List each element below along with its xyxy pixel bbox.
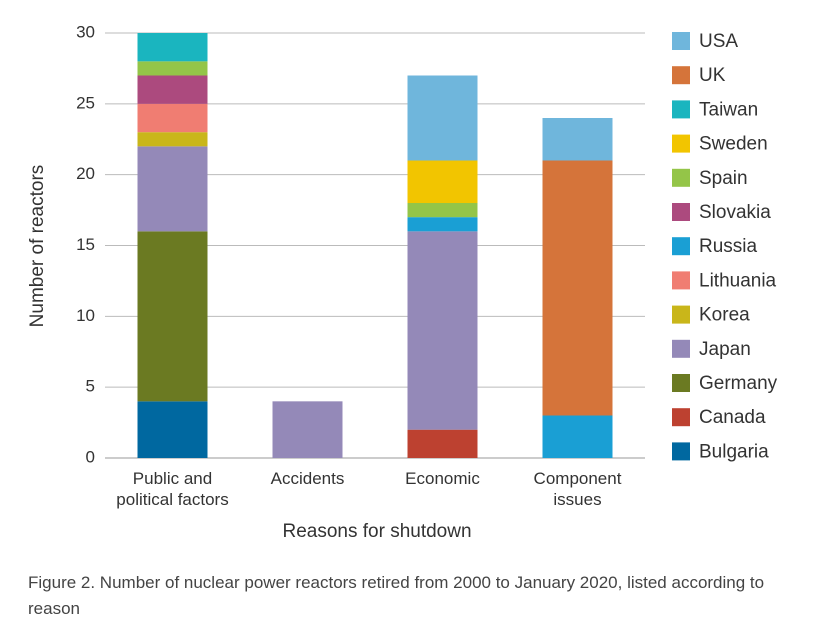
legend-swatch	[672, 271, 690, 290]
x-tick-label: Economic	[405, 469, 480, 488]
bar-segment	[137, 75, 208, 104]
bar-segment	[407, 75, 478, 161]
caption: Figure 2. Number of nuclear power reacto…	[28, 573, 765, 618]
legend-label: Slovakia	[699, 202, 771, 223]
y-tick-label: 15	[76, 235, 95, 254]
legend-swatch	[672, 442, 690, 461]
legend-label: Sweden	[699, 134, 768, 155]
legend-label: Taiwan	[699, 99, 758, 120]
y-tick-label: 10	[76, 306, 95, 325]
bar-segment	[137, 401, 208, 458]
legend-label: Russia	[699, 236, 758, 257]
legend-label: Canada	[699, 407, 766, 428]
legend-label: Spain	[699, 168, 748, 189]
bar-segment	[137, 33, 208, 62]
legend-swatch	[672, 134, 690, 153]
bar-segment	[407, 160, 478, 203]
bar-segment	[407, 429, 478, 458]
bar-segment	[542, 160, 613, 416]
bar-segment	[272, 401, 343, 458]
y-tick-label: 5	[86, 377, 95, 396]
legend-swatch	[672, 305, 690, 324]
bar-segment	[542, 415, 613, 458]
legend-label: Bulgaria	[699, 441, 769, 462]
legend-swatch	[672, 374, 690, 392]
x-tick-label: Accidents	[270, 469, 345, 488]
legend-swatch	[672, 203, 690, 221]
legend-label: UK	[699, 65, 726, 86]
x-tick-label: Component issues	[533, 469, 622, 509]
legend-swatch	[672, 100, 690, 119]
bar-segment	[542, 118, 613, 161]
x-axis-label: Reasons for shutdown	[282, 521, 471, 542]
y-tick-label: 20	[76, 164, 95, 183]
legend-label: Japan	[699, 339, 751, 360]
bar-segment	[137, 231, 208, 402]
legend-swatch	[672, 168, 690, 187]
legend-swatch	[672, 66, 690, 85]
bar-segment	[407, 217, 478, 232]
y-tick-label: 0	[86, 447, 95, 466]
bar-segment	[137, 103, 208, 133]
y-axis-label: Number of reactors	[27, 165, 48, 328]
legend-label: Germany	[699, 373, 778, 394]
legend-swatch	[672, 339, 690, 358]
legend-swatch	[672, 408, 690, 427]
bar-segment	[407, 231, 478, 430]
legend-label: USA	[699, 31, 738, 52]
y-tick-label: 30	[76, 22, 95, 41]
x-tick-label: Public and political factors	[116, 469, 229, 509]
bar-segment	[137, 132, 208, 147]
y-tick-label: 25	[76, 93, 95, 112]
legend-swatch	[672, 237, 690, 256]
bar-segment	[407, 203, 478, 218]
legend-label: Lithuania	[699, 270, 777, 291]
bar-segment	[137, 146, 208, 232]
legend-label: Korea	[699, 305, 750, 326]
bar-segment	[137, 61, 208, 76]
legend-swatch	[672, 32, 690, 50]
